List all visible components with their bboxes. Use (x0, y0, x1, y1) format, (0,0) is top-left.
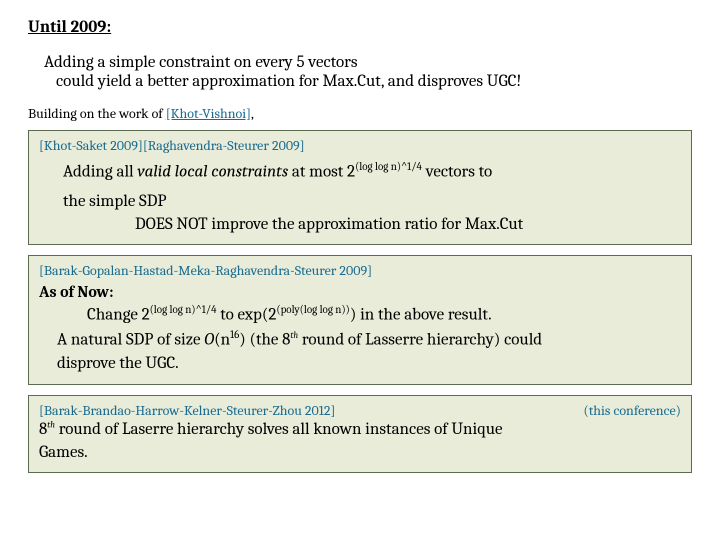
box2-bigO: O (204, 331, 214, 350)
box2-n1a: A natural SDP of size (57, 331, 204, 350)
box1-line3: DOES NOT improve the approximation ratio… (135, 214, 681, 237)
box1-line2: the simple SDP (63, 191, 681, 214)
building-prefix: Building on the work of (28, 105, 166, 122)
box1-line1: Adding all valid local constraints at mo… (63, 160, 681, 185)
box3-line1: 8th round of Laserre hierarchy solves al… (39, 419, 681, 442)
box-khot-saket: [Khot-Saket 2009][Raghavendra-Steurer 20… (28, 130, 692, 245)
this-conference: (this conference) (583, 402, 681, 419)
box2-c1c: ) in the above result. (350, 306, 492, 325)
cite-barak-gopalan: [Barak-Gopalan-Hastad-Meka-Raghavendra-S… (39, 262, 681, 279)
cite-khot-vishnoi: [Khot-Vishnoi] (166, 105, 251, 122)
box1-exp: (log log n)^1/4 (355, 160, 422, 173)
box2-c1exp: (log log n)^1/4 (150, 303, 217, 316)
heading-until-2009: Until 2009: (28, 18, 692, 37)
box3-line2: Games. (39, 442, 681, 465)
box-barak-gopalan: [Barak-Gopalan-Hastad-Meka-Raghavendra-S… (28, 255, 692, 384)
box3-l1b: round of Laserre hierarchy solves all kn… (55, 420, 503, 439)
box3-l1a: 8 (39, 420, 47, 439)
box1-l1c: at most 2 (288, 163, 355, 182)
building-suffix: , (251, 105, 254, 122)
box2-th: th (290, 331, 298, 341)
slide: Until 2009: Adding a simple constraint o… (0, 0, 720, 493)
box2-n1exp: 16 (230, 328, 239, 341)
cite-barak-brandao-row: [Barak-Brandao-Harrow-Kelner-Steurer-Zho… (39, 402, 681, 419)
box2-natural-line2: disprove the UGC. (57, 353, 681, 376)
box1-l1d: vectors to (422, 163, 492, 182)
box2-n1rest: round of Lasserre hierarchy) could (298, 331, 542, 350)
building-on: Building on the work of [Khot-Vishnoi], (28, 105, 692, 122)
cite-barak-brandao: [Barak-Brandao-Harrow-Kelner-Steurer-Zho… (39, 402, 335, 419)
as-of-now: As of Now: (39, 283, 681, 301)
box2-n1p1: (n (214, 331, 230, 350)
intro-line-1: Adding a simple constraint on every 5 ve… (44, 53, 692, 72)
box2-natural-line1: A natural SDP of size O(n16) (the 8th ro… (57, 328, 681, 353)
box2-c1b: to exp(2 (217, 306, 277, 325)
box1-l1a: Adding all (63, 163, 137, 182)
box3-th: th (47, 420, 55, 430)
box2-c1exp2: (poly(log log n)) (276, 303, 349, 316)
box2-n1p2: ) (the 8 (239, 331, 290, 350)
intro-line-2: could yield a better approximation for M… (56, 72, 692, 91)
box1-l1b: valid local constraints (137, 163, 288, 182)
box2-c1a: Change 2 (87, 306, 150, 325)
box2-change-line: Change 2(log log n)^1/4 to exp(2(poly(lo… (87, 303, 681, 328)
box-barak-brandao: [Barak-Brandao-Harrow-Kelner-Steurer-Zho… (28, 395, 692, 474)
cite-khot-saket-raghavendra: [Khot-Saket 2009][Raghavendra-Steurer 20… (39, 137, 681, 154)
